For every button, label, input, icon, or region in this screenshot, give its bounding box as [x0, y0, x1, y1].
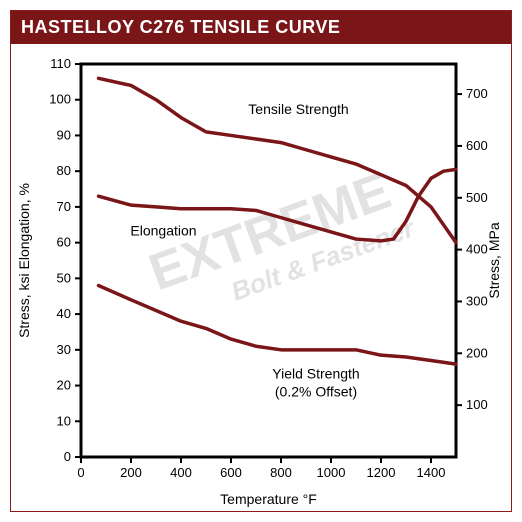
chart-title: HASTELLOY C276 TENSILE CURVE: [11, 11, 511, 44]
svg-text:300: 300: [466, 293, 488, 308]
chart-card: HASTELLOY C276 TENSILE CURVE EXTREMEBolt…: [10, 10, 512, 512]
svg-text:10: 10: [57, 413, 71, 428]
svg-text:600: 600: [466, 138, 488, 153]
label-yield-2: (0.2% Offset): [275, 383, 357, 399]
svg-text:600: 600: [220, 465, 242, 480]
svg-text:400: 400: [466, 242, 488, 257]
series-yield: [99, 286, 457, 365]
svg-text:1400: 1400: [417, 465, 446, 480]
svg-text:Stress, MPa: Stress, MPa: [486, 222, 502, 298]
svg-text:40: 40: [57, 306, 71, 321]
svg-text:0: 0: [64, 449, 71, 464]
svg-text:100: 100: [49, 92, 71, 107]
svg-text:110: 110: [50, 56, 71, 71]
svg-text:700: 700: [466, 86, 488, 101]
label-elongation: Elongation: [130, 222, 196, 238]
svg-text:100: 100: [466, 397, 488, 412]
label-yield-1: Yield Strength: [272, 365, 359, 381]
svg-text:20: 20: [57, 378, 71, 393]
svg-text:90: 90: [57, 127, 71, 142]
svg-text:0: 0: [77, 465, 84, 480]
chart-svg: EXTREMEBolt & Fastener020040060080010001…: [11, 44, 511, 512]
svg-text:Stress, ksi Elongation, %: Stress, ksi Elongation, %: [16, 183, 32, 338]
svg-text:80: 80: [57, 163, 71, 178]
svg-text:Temperature °F: Temperature °F: [220, 491, 317, 507]
svg-text:50: 50: [57, 270, 71, 285]
label-tensile: Tensile Strength: [248, 101, 348, 117]
svg-text:60: 60: [57, 235, 71, 250]
plot-area: EXTREMEBolt & Fastener020040060080010001…: [11, 44, 511, 512]
svg-text:200: 200: [120, 465, 142, 480]
svg-text:1200: 1200: [367, 465, 396, 480]
svg-text:800: 800: [270, 465, 292, 480]
svg-text:500: 500: [466, 190, 488, 205]
svg-text:1000: 1000: [317, 465, 346, 480]
svg-text:400: 400: [170, 465, 192, 480]
svg-text:30: 30: [57, 342, 71, 357]
svg-text:70: 70: [57, 199, 71, 214]
svg-text:200: 200: [466, 345, 488, 360]
